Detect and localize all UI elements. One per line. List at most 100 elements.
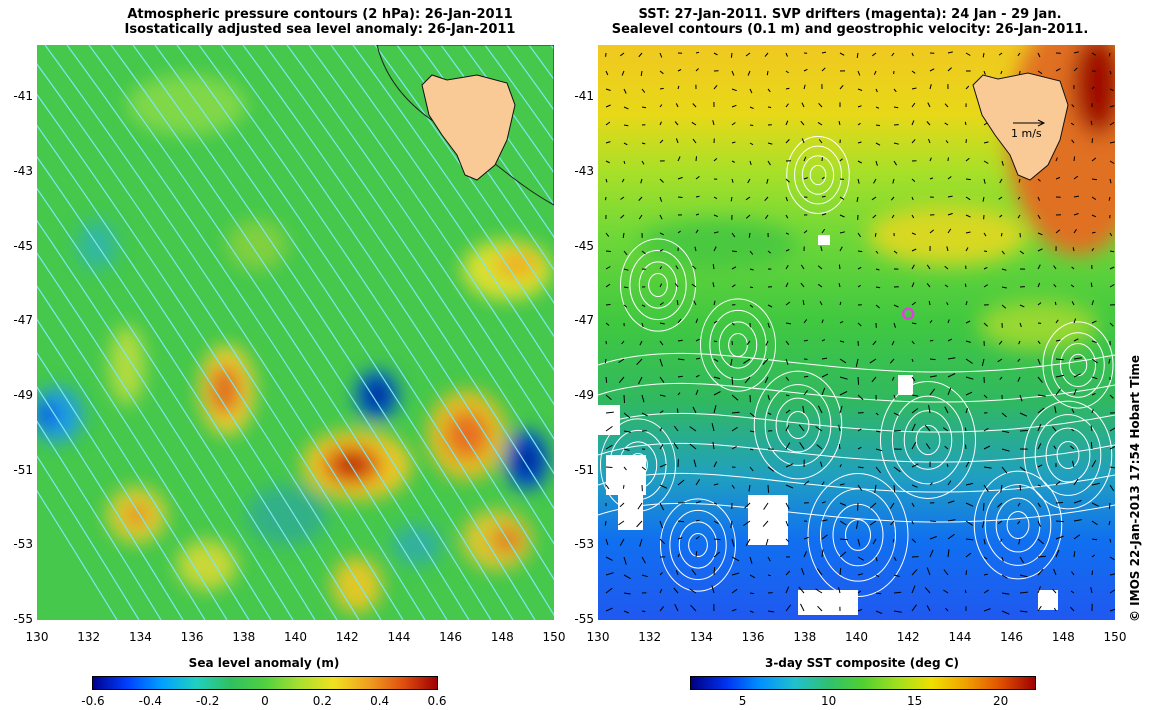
velocity-arrow (839, 464, 842, 468)
sealevel-contour-line (845, 519, 871, 551)
velocity-arrow (677, 339, 683, 342)
velocity-arrow (641, 322, 644, 328)
velocity-arrow (800, 282, 805, 288)
velocity-arrow (947, 549, 950, 558)
velocity-arrow (803, 480, 810, 486)
velocity-arrow (659, 484, 668, 489)
velocity-arrow (1019, 304, 1025, 308)
pressure-contours (37, 45, 554, 620)
velocity-arrow (911, 301, 917, 306)
velocity-arrow (838, 424, 841, 432)
velocity-arrow (1071, 428, 1075, 432)
velocity-arrow (659, 606, 665, 612)
velocity-arrow (659, 538, 666, 545)
pressure-contour-line (220, 45, 554, 545)
lon-tick-label: 150 (542, 630, 566, 644)
velocity-arrow (983, 608, 991, 612)
velocity-arrow (965, 570, 968, 576)
velocity-arrow (659, 588, 663, 594)
velocity-arrow (1018, 178, 1021, 183)
velocity-arrow (893, 304, 899, 308)
velocity-arrow (857, 394, 864, 401)
velocity-arrow (711, 585, 715, 594)
velocity-arrow (1071, 266, 1075, 270)
velocity-arrow (1018, 340, 1021, 345)
velocity-arrow (911, 423, 916, 432)
lat-tick-label: -41 (574, 89, 594, 104)
velocity-arrow (983, 322, 988, 327)
sst-colorbar (690, 676, 1036, 690)
velocity-arrow (929, 68, 935, 72)
pressure-contour-line (374, 45, 554, 305)
velocity-arrow (785, 520, 789, 527)
velocity-arrow (641, 556, 646, 564)
velocity-arrow (1091, 52, 1096, 56)
velocity-arrow (944, 284, 949, 288)
velocity-arrow (749, 286, 754, 289)
velocity-arrow (964, 283, 967, 288)
velocity-arrow (874, 232, 877, 237)
velocity-scale-arrowhead (1037, 119, 1046, 127)
velocity-arrow (659, 340, 664, 346)
velocity-arrow (675, 265, 679, 270)
lon-tick-label: 138 (232, 630, 256, 644)
velocity-arrow (965, 482, 974, 486)
velocity-arrow (785, 484, 794, 489)
velocity-arrow (911, 538, 917, 543)
velocity-arrow (997, 358, 1003, 363)
velocity-arrow (622, 484, 625, 489)
velocity-arrow (983, 284, 988, 288)
lat-tick-label: -53 (574, 537, 594, 552)
velocity-arrow (869, 520, 877, 526)
velocity-arrow (712, 441, 715, 450)
velocity-arrow (800, 264, 805, 270)
velocity-arrow (785, 394, 790, 397)
velocity-arrow (965, 407, 968, 414)
velocity-arrow (943, 589, 949, 594)
colorbar-tick-label: 0.6 (427, 694, 447, 708)
sealevel-contour-line (984, 484, 1052, 566)
velocity-arrow (857, 590, 862, 594)
velocity-arrow (857, 178, 860, 184)
velocity-arrow (1073, 338, 1079, 342)
velocity-arrow (731, 160, 736, 163)
velocity-arrow (1073, 51, 1079, 54)
velocity-arrow (785, 340, 790, 346)
velocity-arrow (821, 213, 827, 216)
velocity-arrow (659, 444, 664, 450)
velocity-arrow (911, 102, 916, 108)
velocity-arrow (1019, 556, 1025, 564)
velocity-arrow (641, 106, 647, 109)
velocity-arrow (1109, 322, 1114, 327)
velocity-arrow (965, 157, 970, 162)
velocity-arrow (673, 425, 679, 432)
velocity-arrow (1037, 394, 1046, 397)
velocity-arrow (857, 160, 863, 164)
velocity-arrow (911, 340, 915, 345)
velocity-arrow (839, 246, 843, 252)
velocity-arrow (982, 196, 985, 202)
velocity-arrow (857, 446, 862, 450)
velocity-arrow (763, 502, 769, 510)
velocity-arrow (839, 483, 845, 486)
velocity-arrow (695, 51, 700, 54)
velocity-arrow (926, 605, 931, 612)
velocity-arrow (639, 340, 643, 346)
velocity-arrow (857, 88, 863, 91)
velocity-arrow (857, 428, 862, 432)
lon-tick-label: 134 (128, 630, 152, 644)
velocity-arrow (713, 158, 718, 162)
velocity-arrow (1071, 460, 1075, 468)
velocity-arrow (893, 412, 900, 416)
velocity-arrow (713, 196, 718, 200)
velocity-arrow (889, 502, 895, 509)
velocity-arrow (983, 466, 992, 469)
velocity-arrow (875, 466, 881, 474)
velocity-arrow (872, 214, 877, 219)
velocity-arrow (785, 570, 791, 576)
velocity-arrow (801, 138, 805, 144)
velocity-arrow (821, 319, 824, 324)
velocity-arrow (785, 376, 790, 381)
velocity-arrow (1109, 232, 1113, 237)
pressure-contour-line (37, 93, 382, 620)
